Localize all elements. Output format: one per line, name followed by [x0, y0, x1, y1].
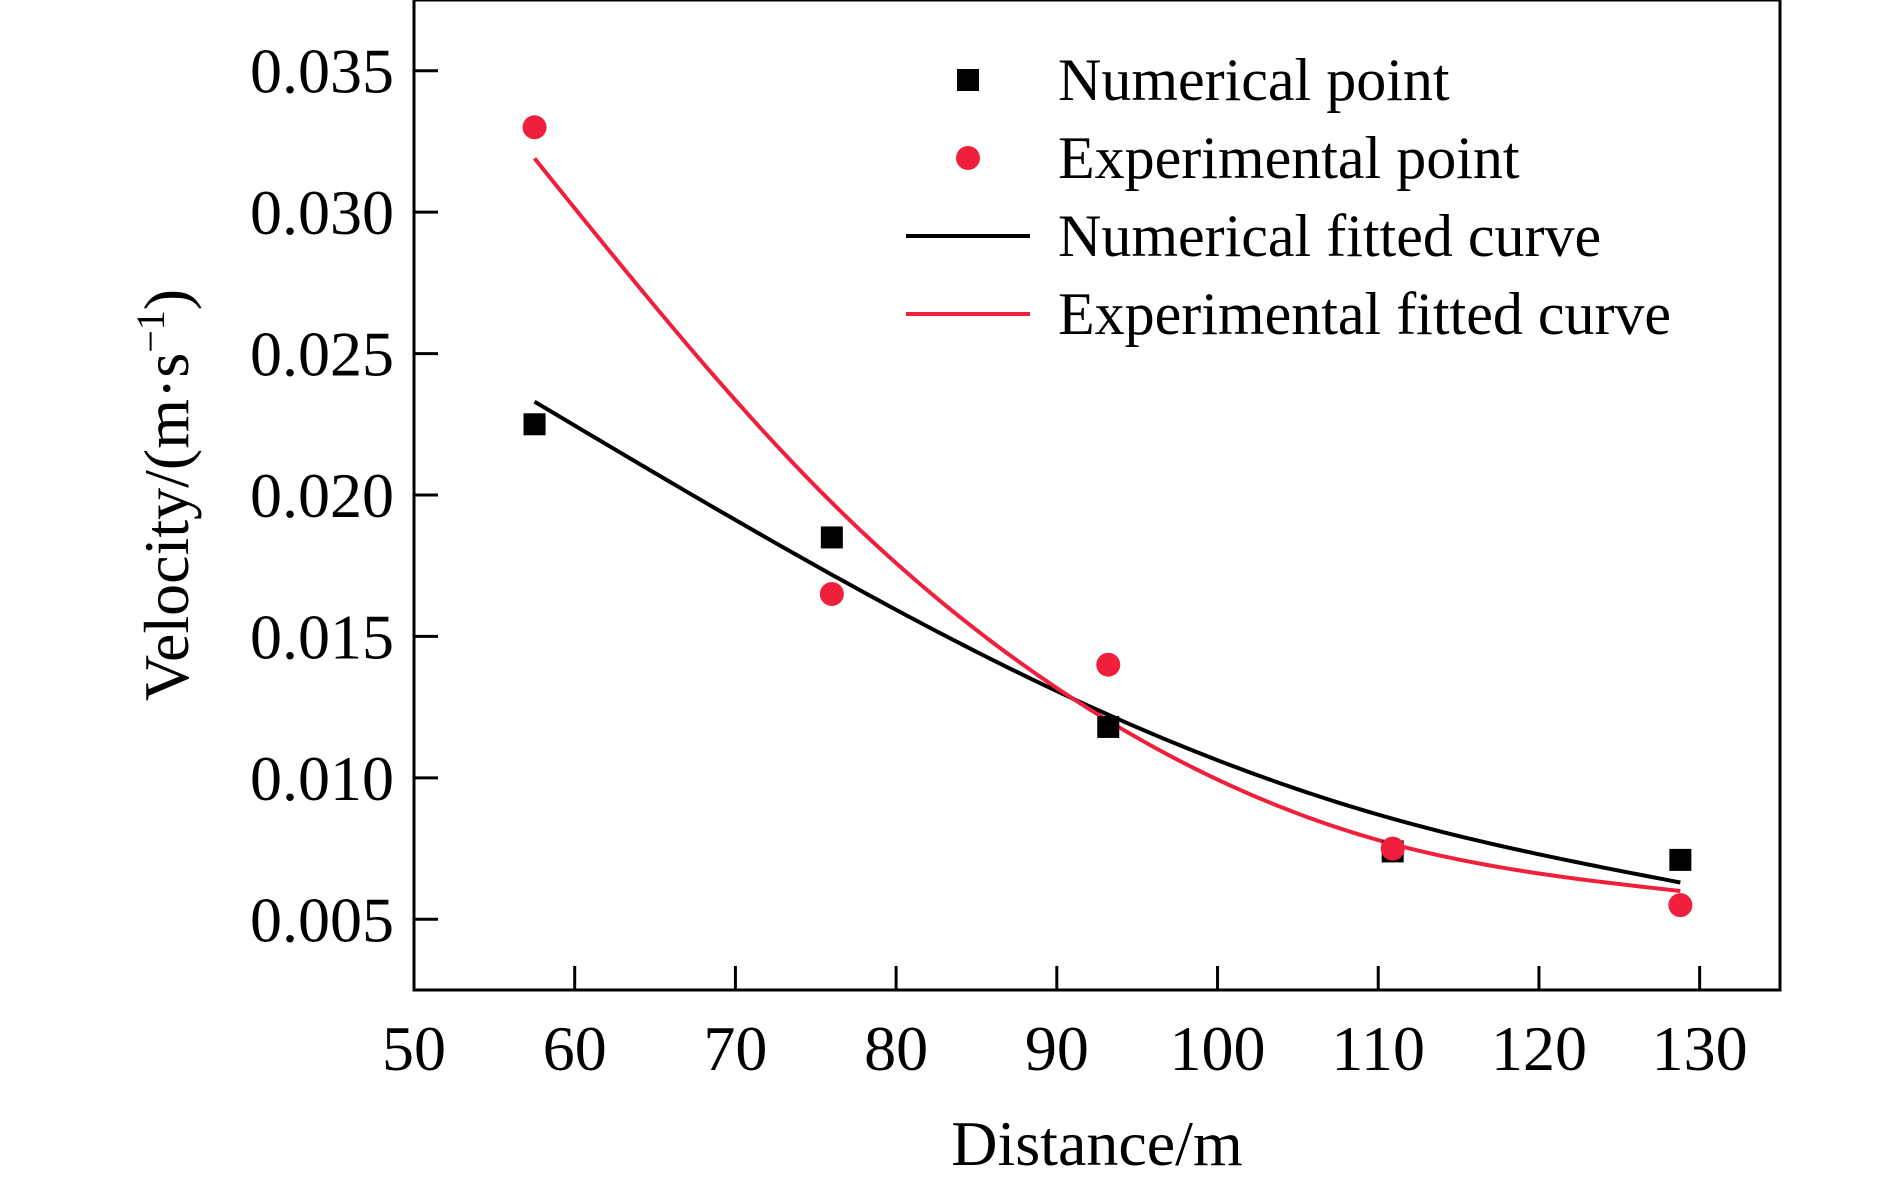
y-axis-title: Velocity/(m·s−1)	[128, 289, 202, 701]
x-tick-label-70: 70	[703, 1013, 767, 1084]
y-tick-label-5: 0.030	[250, 177, 394, 248]
y-axis: 0.005 0.010 0.015 0.020 0.025 0.030 0.035	[250, 36, 438, 955]
y-tick-label-0: 0.005	[250, 884, 394, 955]
experimental-point-2	[1096, 652, 1121, 677]
legend-label-2: Numerical fitted curve	[1058, 203, 1601, 269]
legend-symbol-square	[957, 69, 979, 91]
y-axis-title-main: Velocity/(m·s	[131, 353, 202, 701]
y-axis-title-superscript: −1	[128, 310, 173, 353]
x-tick-label-130: 130	[1652, 1013, 1748, 1084]
y-tick-label-2: 0.015	[250, 601, 394, 672]
legend-label-1: Experimental point	[1058, 125, 1520, 191]
numerical-point-1	[820, 526, 843, 549]
x-axis-title: Distance/m	[951, 1108, 1242, 1179]
legend-symbol-circle	[956, 146, 980, 170]
experimental-point-3	[1380, 836, 1405, 861]
numerical-point-2	[1097, 715, 1120, 738]
legend: Numerical point Experimental point Numeric…	[906, 47, 1671, 347]
x-tick-label-90: 90	[1025, 1013, 1089, 1084]
y-axis-title-closing: )	[131, 289, 202, 310]
y-tick-label-3: 0.020	[250, 460, 394, 531]
experimental-point-0	[522, 115, 547, 140]
y-tick-label-6: 0.035	[250, 36, 394, 107]
legend-label-0: Numerical point	[1058, 47, 1450, 113]
x-tick-label-50: 50	[382, 1013, 446, 1084]
x-tick-label-100: 100	[1170, 1013, 1266, 1084]
x-tick-label-120: 120	[1491, 1013, 1587, 1084]
experimental-point-4	[1668, 893, 1693, 918]
numerical-point-4	[1669, 848, 1692, 871]
data-points	[522, 115, 1693, 918]
x-tick-label-60: 60	[543, 1013, 607, 1084]
experimental-point-1	[819, 582, 844, 606]
legend-label-3: Experimental fitted curve	[1058, 281, 1671, 347]
x-tick-label-110: 110	[1331, 1013, 1425, 1084]
y-tick-label-1: 0.010	[250, 743, 394, 814]
x-tick-label-80: 80	[864, 1013, 928, 1084]
numerical-point-0	[523, 413, 546, 436]
x-axis: 50 60 70 80 90 100 110 120 130	[382, 966, 1748, 1084]
fitted-curve-2	[533, 399, 1681, 885]
y-tick-label-4: 0.025	[250, 319, 394, 390]
